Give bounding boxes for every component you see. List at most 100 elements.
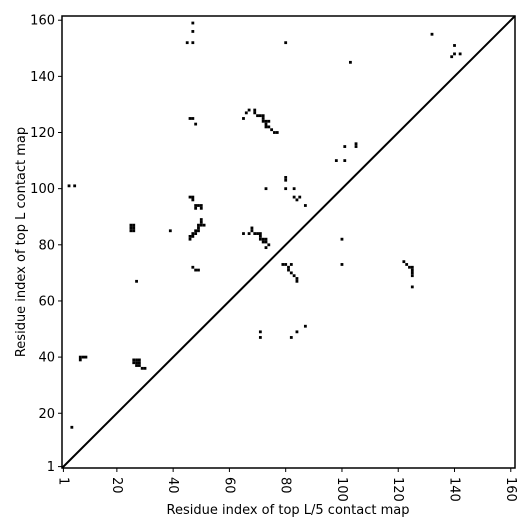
contact-cell: [258, 330, 262, 334]
contact-cell: [402, 260, 406, 264]
contact-cell: [292, 274, 296, 278]
plot-frame: [61, 15, 516, 469]
contact-cell: [253, 111, 257, 115]
contact-cell: [191, 117, 195, 120]
contact-cell: [264, 246, 268, 250]
x-tick-label: 20: [109, 477, 124, 494]
contact-cell: [191, 21, 195, 25]
contact-cell: [292, 187, 296, 191]
x-tick-label: 160: [503, 477, 518, 502]
contact-cell: [244, 111, 248, 115]
contact-cell: [264, 240, 268, 244]
contact-cell: [194, 229, 198, 233]
contact-cell: [267, 119, 271, 123]
contact-cell: [348, 60, 352, 64]
contact-cell: [191, 195, 195, 199]
y-tick-label: 20: [38, 407, 55, 422]
contact-cell: [191, 234, 195, 238]
contact-cell: [264, 237, 268, 241]
contact-cell: [267, 125, 271, 129]
x-tick-label: 80: [278, 477, 293, 494]
contact-cell: [129, 226, 133, 230]
contact-cell: [197, 223, 200, 227]
contact-cell: [197, 229, 200, 233]
contact-cell: [191, 198, 195, 202]
contact-cell: [247, 232, 251, 235]
contact-cell: [281, 263, 285, 266]
contact-cell: [197, 226, 200, 230]
y-tick-label: 40: [38, 351, 55, 366]
y-tick-label: 1: [47, 460, 55, 475]
contact-cell: [410, 274, 414, 278]
contact-cell: [135, 358, 138, 362]
contact-cell: [132, 358, 136, 362]
contact-cell: [194, 204, 198, 207]
contact-cell: [132, 361, 136, 365]
contact-cell: [256, 114, 259, 118]
contact-cell: [81, 355, 85, 359]
contact-cell: [191, 232, 195, 235]
contact-cell: [242, 232, 245, 235]
contact-cell: [137, 358, 141, 362]
contact-cell: [261, 117, 265, 120]
contact-cell: [453, 52, 456, 56]
contact-cell: [199, 206, 203, 210]
contact-cell: [247, 108, 251, 112]
contact-cell: [264, 187, 268, 191]
y-tick-label: 140: [30, 70, 55, 85]
contact-cell: [132, 229, 136, 233]
contact-cell: [129, 223, 133, 227]
contact-cell: [284, 41, 288, 45]
contact-cell: [298, 195, 302, 199]
contact-cell: [188, 195, 192, 199]
contact-cell: [258, 237, 262, 241]
contact-cell: [287, 268, 290, 272]
contact-cell: [410, 271, 414, 275]
contact-cell: [261, 240, 265, 244]
contact-cell: [354, 145, 358, 148]
contact-cell: [78, 358, 82, 362]
contact-cell: [284, 178, 288, 182]
contact-cell: [194, 122, 198, 126]
contact-cell: [191, 30, 195, 33]
contact-cell: [135, 279, 138, 283]
y-tick-label: 80: [38, 238, 55, 253]
contact-cell: [270, 128, 274, 132]
contact-cell: [289, 336, 293, 339]
contact-cell: [458, 52, 462, 56]
contact-cell: [295, 279, 299, 283]
contact-cell: [132, 223, 136, 227]
contact-cell: [70, 425, 74, 429]
contact-cell: [261, 237, 265, 241]
contact-cell: [295, 277, 299, 280]
x-tick-label: 40: [165, 477, 180, 494]
contact-cell: [194, 206, 198, 210]
contact-cell: [261, 119, 265, 123]
x-tick-label: 1: [55, 477, 70, 485]
contact-cell: [78, 355, 82, 359]
contact-cell: [284, 263, 288, 266]
contact-cell: [250, 226, 254, 230]
x-axis-label: Residue index of top L/5 contact map: [167, 503, 410, 518]
contact-cell: [188, 234, 192, 238]
contact-cell: [334, 159, 338, 162]
contact-cell: [303, 324, 307, 328]
contact-cell: [303, 204, 307, 207]
contact-cell: [343, 145, 347, 148]
contact-cell: [258, 232, 262, 235]
x-tick-label: 60: [221, 477, 236, 494]
contact-cell: [453, 44, 456, 47]
contact-cell: [264, 122, 268, 126]
contact-cell: [295, 330, 299, 334]
contact-cell: [410, 268, 414, 272]
contact-cell: [250, 229, 254, 233]
contact-cell: [264, 125, 268, 129]
contact-cell: [267, 243, 271, 247]
contact-cell: [284, 176, 288, 179]
contact-cell: [261, 114, 265, 118]
contact-cell: [143, 366, 147, 370]
contact-cell: [258, 336, 262, 339]
contact-cell: [84, 355, 88, 359]
contact-cell: [450, 55, 454, 59]
